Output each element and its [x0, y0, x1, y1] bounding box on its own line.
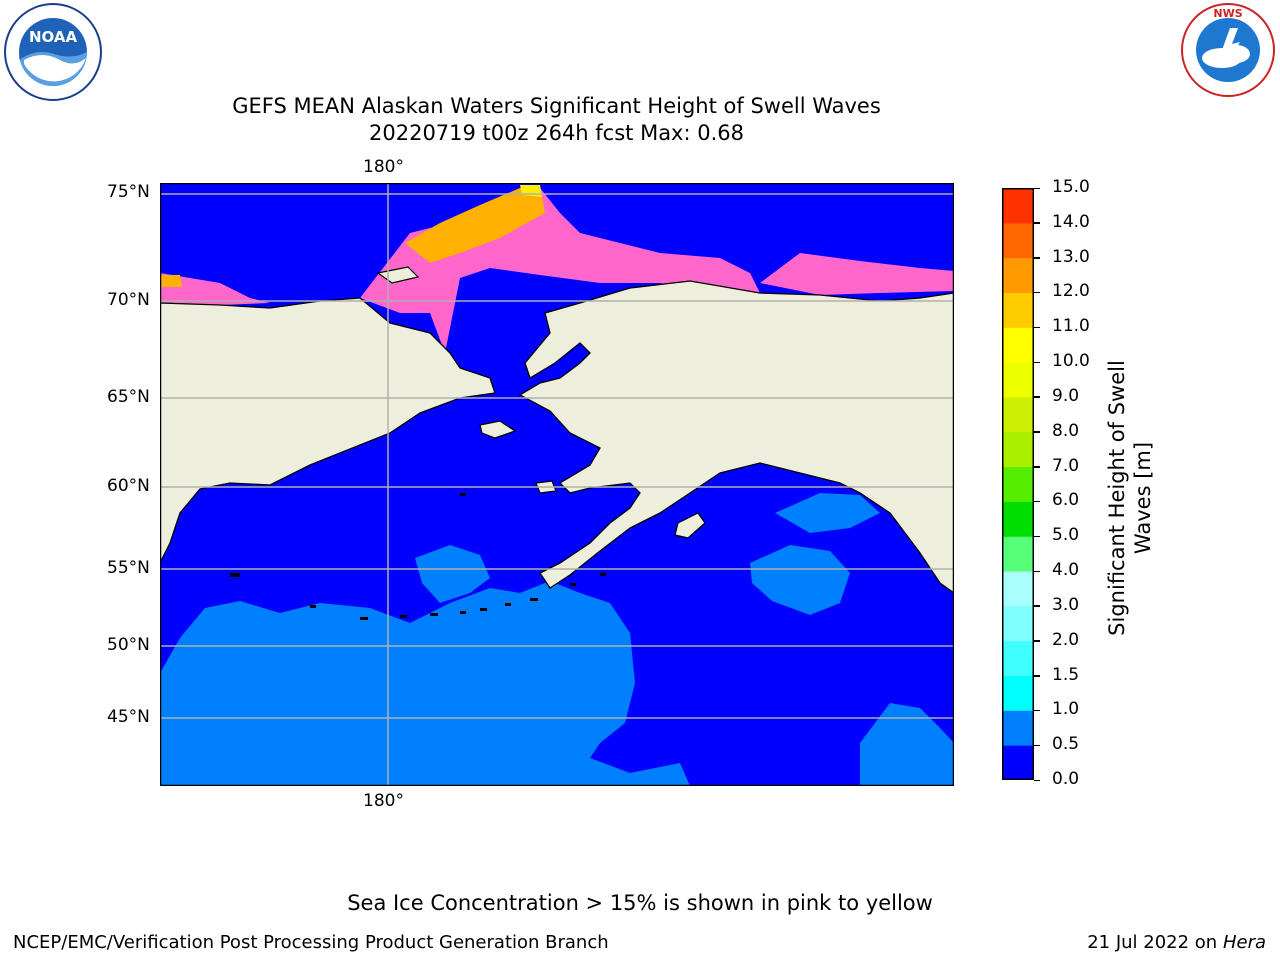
- colorbar-svg: [1002, 188, 1034, 781]
- lat-label-65: 65°N: [107, 387, 150, 407]
- swell-region-northeast: [775, 493, 880, 533]
- colorbar-segment: [1002, 257, 1034, 293]
- colorbar-tick-label: 10.0: [1052, 351, 1090, 372]
- lat-label-50: 50°N: [107, 635, 150, 655]
- sea-ice-chukchi-orange: [405, 185, 545, 263]
- svg-text:NOAA: NOAA: [29, 28, 78, 46]
- lon-label-top: 180°: [363, 157, 404, 177]
- graticule: [160, 183, 954, 786]
- colorbar-tick-label: 1.0: [1052, 699, 1080, 720]
- lat-label-55: 55°N: [107, 558, 150, 578]
- swell-region-southeast: [860, 703, 954, 786]
- nws-logo: NWS: [1178, 2, 1278, 98]
- colorbar-tick-mark: [1034, 744, 1040, 747]
- colorbar-tick-label: 7.0: [1052, 455, 1080, 476]
- colorbar-tick-label: 13.0: [1052, 246, 1090, 267]
- lat-label-70: 70°N: [107, 290, 150, 310]
- colorbar-segment: [1002, 362, 1034, 398]
- colorbar-tick-mark: [1034, 257, 1040, 259]
- colorbar-segment: [1002, 327, 1034, 363]
- aleutian-islands: [230, 493, 606, 620]
- colorbar-tick-label: 15.0: [1052, 177, 1090, 197]
- colorbar-segment: [1002, 675, 1034, 711]
- swell-region-south: [160, 581, 690, 786]
- colorbar-tick-label: 8.0: [1052, 420, 1080, 441]
- colorbar-tick-label: 9.0: [1052, 385, 1080, 406]
- footer-machine: Hera: [1222, 932, 1266, 953]
- colorbar-tick-mark: [1034, 500, 1040, 503]
- colorbar-segment: [1002, 466, 1034, 502]
- colorbar-tick-mark: [1034, 466, 1040, 468]
- footer-right: 21 Jul 2022 on Hera: [1087, 932, 1266, 953]
- colorbar-tick-label: 12.0: [1052, 281, 1090, 302]
- colorbar-segment: [1002, 431, 1034, 468]
- colorbar: [1002, 188, 1034, 781]
- colorbar-tick-mark: [1034, 222, 1040, 224]
- colorbar-segment: [1002, 745, 1034, 781]
- colorbar-label: Significant Height of Swell Waves [m]: [1104, 328, 1156, 668]
- map-panel: [159, 182, 955, 787]
- colorbar-tick-label: 2.0: [1052, 629, 1080, 650]
- colorbar-tick-mark: [1034, 535, 1040, 538]
- colorbar-segment: [1002, 571, 1034, 607]
- colorbar-label-text: Significant Height of Swell Waves [m]: [1105, 360, 1155, 636]
- land-kodiak: [674, 512, 706, 539]
- colorbar-tick-mark: [1034, 326, 1040, 329]
- colorbar-segment: [1002, 536, 1034, 572]
- colorbar-tick-label: 5.0: [1052, 525, 1080, 546]
- svg-text:NWS: NWS: [1213, 7, 1242, 20]
- colorbar-tick-label: 6.0: [1052, 490, 1080, 511]
- lat-label-60: 60°N: [107, 476, 150, 496]
- colorbar-tick-mark: [1034, 640, 1040, 642]
- colorbar-tick-mark: [1034, 361, 1040, 364]
- footer-left: NCEP/EMC/Verification Post Processing Pr…: [13, 932, 609, 953]
- colorbar-segment: [1002, 292, 1034, 328]
- colorbar-tick-mark: [1034, 570, 1040, 573]
- lat-label-45: 45°N: [107, 707, 150, 727]
- sea-ice-note: Sea Ice Concentration > 15% is shown in …: [347, 891, 933, 915]
- colorbar-segment: [1002, 188, 1034, 224]
- colorbar-segment: [1002, 605, 1034, 642]
- colorbar-tick-label: 14.0: [1052, 211, 1090, 232]
- lat-label-75: 75°N: [107, 182, 150, 202]
- noaa-logo: NOAA: [2, 2, 104, 102]
- colorbar-tick-label: 11.0: [1052, 316, 1090, 337]
- colorbar-tick-mark: [1034, 396, 1040, 398]
- swell-region-central: [415, 545, 490, 603]
- colorbar-segment: [1002, 710, 1034, 746]
- map-svg: [159, 182, 955, 787]
- land-st-lawrence: [479, 420, 517, 439]
- sea-ice-west-yellow: [160, 275, 182, 287]
- colorbar-tick-mark: [1034, 709, 1040, 712]
- colorbar-segment: [1002, 640, 1034, 677]
- colorbar-segment: [1002, 396, 1034, 433]
- colorbar-segment: [1002, 222, 1034, 259]
- colorbar-tick-mark: [1034, 431, 1040, 433]
- chart-title-line2: 20220719 t00z 264h fcst Max: 0.68: [369, 121, 744, 145]
- colorbar-tick-mark: [1034, 187, 1040, 189]
- colorbar-tick-label: 4.0: [1052, 560, 1080, 581]
- colorbar-tick-mark: [1034, 779, 1040, 781]
- sea-ice-beaufort: [760, 253, 954, 295]
- colorbar-tick-label: 0.0: [1052, 769, 1080, 789]
- colorbar-tick-mark: [1034, 291, 1040, 294]
- colorbar-tick-label: 0.5: [1052, 734, 1080, 755]
- footer-date: 21 Jul 2022 on: [1087, 932, 1223, 953]
- colorbar-border: [1002, 188, 1034, 780]
- colorbar-tick-mark: [1034, 675, 1040, 677]
- sea-ice-west: [160, 273, 270, 305]
- chart-title-line1: GEFS MEAN Alaskan Waters Significant Hei…: [232, 94, 881, 118]
- colorbar-segment: [1002, 501, 1034, 537]
- lon-label-bottom: 180°: [363, 791, 404, 811]
- colorbar-tick-label: 3.0: [1052, 594, 1080, 615]
- swell-region-east: [750, 545, 850, 615]
- colorbar-tick-label: 1.5: [1052, 664, 1080, 685]
- colorbar-tick-mark: [1034, 605, 1040, 607]
